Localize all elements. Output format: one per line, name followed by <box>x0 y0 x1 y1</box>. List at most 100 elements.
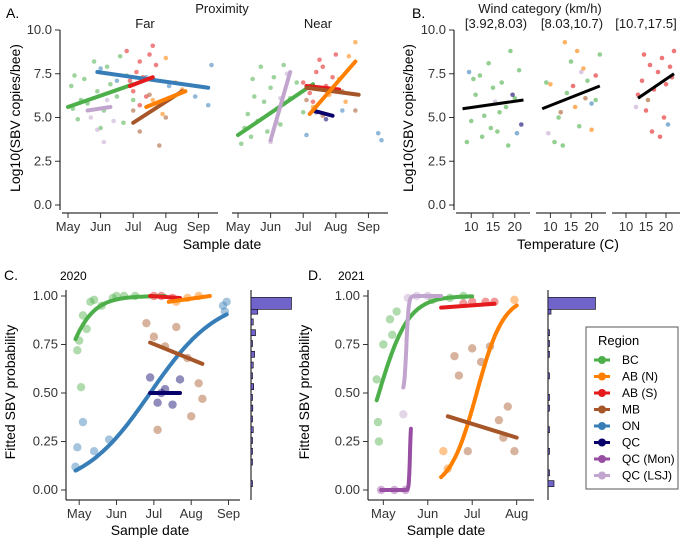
legend-entry-label: ON <box>622 419 640 433</box>
panel-a-x-label: Sample date <box>183 236 262 252</box>
data-point <box>91 59 97 64</box>
panel-c-y-tick-label: 0.75 <box>33 337 58 352</box>
data-point <box>147 52 152 57</box>
data-point <box>265 129 270 134</box>
panel-a-y-tick-label: 0.0 <box>34 197 52 212</box>
fitted-curve <box>401 294 444 390</box>
panel-d: D. 2021 Fitted SBV probability Sample da… <box>296 267 596 538</box>
panel-c-y-tick-label: 1.00 <box>33 288 58 303</box>
data-point <box>494 415 504 425</box>
data-point <box>320 64 326 70</box>
panel-c-hist-bar <box>250 437 253 444</box>
data-point <box>130 97 136 103</box>
data-point <box>375 130 381 136</box>
data-point <box>258 64 264 70</box>
data-point <box>147 92 152 98</box>
data-point <box>572 104 578 110</box>
panel-c-marginal-histogram <box>250 290 292 500</box>
panel-b-x-tick-label: 15 <box>564 219 578 234</box>
data-point <box>379 137 384 143</box>
data-point <box>330 74 335 80</box>
data-point <box>205 102 211 108</box>
panel-d-x-tick-label: Jul <box>464 506 481 521</box>
fitted-curve <box>148 340 205 366</box>
data-point <box>153 398 162 407</box>
data-point <box>108 81 113 87</box>
data-point <box>121 120 126 126</box>
panel-c-hist-bar <box>250 458 253 466</box>
data-point <box>153 425 162 435</box>
panel-b-x-tick-label: 15 <box>639 219 653 234</box>
data-point <box>101 139 107 145</box>
data-point <box>294 80 299 85</box>
data-point <box>439 447 448 456</box>
data-point <box>145 373 155 382</box>
panel-a-x-tick-label: May <box>226 219 251 234</box>
fitted-curve <box>148 294 182 300</box>
data-point <box>562 39 568 45</box>
panel-a-y-axis: 0.0 2.5 5.0 7.5 10.0 <box>27 22 61 212</box>
data-point <box>463 447 472 456</box>
panel-c-hist-bar <box>250 350 255 358</box>
data-point <box>581 66 586 71</box>
panel-c-x-tick-label: Jul <box>146 506 163 521</box>
data-point <box>516 67 522 73</box>
data-point <box>379 340 388 349</box>
data-point <box>86 297 95 307</box>
trend-line <box>311 108 335 118</box>
panel-d-x-tick-label: May <box>371 506 396 521</box>
panel-c-x-tick-label: Aug <box>180 506 203 521</box>
data-point <box>450 351 459 361</box>
data-point <box>466 69 472 75</box>
data-point <box>175 375 185 384</box>
trend-line <box>304 85 361 97</box>
panel-d-hist-bar <box>547 372 550 380</box>
legend-swatch-dot <box>598 356 606 364</box>
data-point <box>172 322 181 332</box>
data-point <box>168 400 177 409</box>
legend-entry-label: BC <box>622 353 639 367</box>
data-point <box>665 122 671 127</box>
data-point <box>576 123 582 129</box>
panel-a-x-tick-label: Aug <box>324 219 347 234</box>
data-point <box>76 382 86 392</box>
data-point <box>310 99 316 105</box>
legend-entry-label: QC (LSJ) <box>622 469 672 483</box>
data-point <box>510 447 519 456</box>
data-point <box>271 74 277 80</box>
panel-d-hist-bar <box>547 394 550 401</box>
data-point <box>649 129 655 134</box>
panel-b: B. Wind category (km/h) [3.92,8.03) [8.0… <box>400 1 680 252</box>
data-point <box>641 52 647 57</box>
panel-c: C. 2020 Fitted SBV probability Sample da… <box>2 267 292 538</box>
data-point <box>78 417 88 427</box>
trend-line <box>66 82 136 109</box>
data-point <box>556 115 561 120</box>
panel-d-y-label: Fitted SBV probability <box>296 325 312 460</box>
data-point <box>657 134 663 140</box>
data-point <box>552 139 557 145</box>
panel-b-y-tick-label: 10.0 <box>421 22 446 37</box>
panel-a-y-tick-label: 2.5 <box>34 153 52 168</box>
data-point <box>153 62 159 68</box>
panel-a-y-tick-label: 7.5 <box>34 66 52 81</box>
data-point <box>117 53 123 59</box>
data-point <box>546 130 551 136</box>
panel-b-x-tick-label: 10 <box>619 219 633 234</box>
legend-entry-label: AB (N) <box>622 370 658 384</box>
data-point <box>374 437 384 446</box>
panel-d-hist-bar <box>547 329 550 337</box>
fitted-curve <box>166 294 212 304</box>
data-point <box>663 81 669 87</box>
data-point <box>340 108 345 113</box>
panel-b-y-tick-label: 0.0 <box>428 197 446 212</box>
data-point <box>98 66 103 71</box>
panel-b-x-tick-label: 20 <box>659 219 673 234</box>
data-point <box>667 64 673 70</box>
data-point <box>111 118 116 124</box>
legend-swatch-dot <box>598 422 606 430</box>
data-point <box>75 116 81 122</box>
panel-d-hist-bar <box>547 350 550 358</box>
data-point <box>392 307 401 316</box>
panel-d-hist-bar <box>547 297 596 310</box>
